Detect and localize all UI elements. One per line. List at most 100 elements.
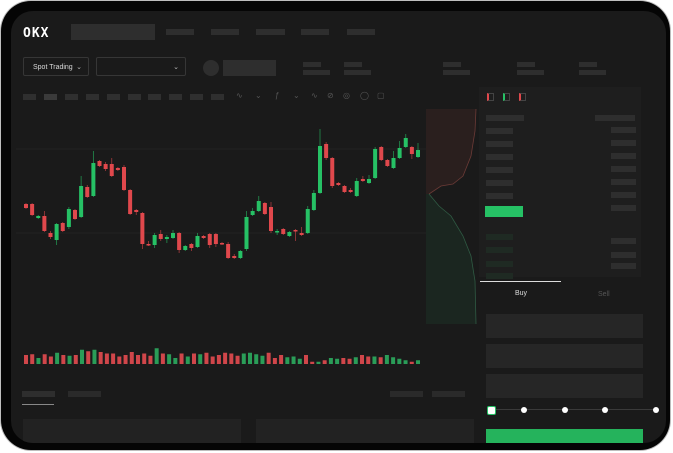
timeframe-button[interactable] [86, 94, 99, 100]
candle[interactable] [250, 211, 255, 215]
timeframe-button[interactable] [169, 94, 182, 100]
candle[interactable] [391, 158, 396, 168]
candle[interactable] [42, 216, 47, 231]
candle[interactable] [36, 216, 41, 218]
candle[interactable] [269, 207, 273, 231]
orderbook-asks-icon[interactable] [519, 93, 526, 101]
tab-sell[interactable]: Sell [598, 291, 610, 298]
draw-line-icon[interactable]: ∿ [311, 91, 318, 100]
bottom-action-1[interactable] [390, 391, 423, 397]
candle[interactable] [348, 190, 353, 192]
candle[interactable] [134, 210, 139, 212]
candle[interactable] [342, 186, 347, 192]
candle[interactable] [305, 209, 310, 233]
bottom-tab-2[interactable] [68, 391, 101, 397]
chevron-down-icon[interactable]: ⌄ [293, 91, 300, 100]
timeframe-button[interactable] [128, 94, 141, 100]
timeframe-button[interactable] [23, 94, 36, 100]
candle[interactable] [409, 147, 414, 154]
candle[interactable] [91, 163, 96, 196]
candle[interactable] [318, 146, 322, 193]
candle[interactable] [293, 230, 298, 232]
candle[interactable] [24, 204, 28, 208]
candle[interactable] [281, 229, 286, 234]
timeframe-button[interactable] [148, 94, 161, 100]
orderbook-bids-icon[interactable] [503, 93, 510, 101]
candle[interactable] [330, 158, 335, 186]
candle[interactable] [354, 181, 359, 196]
amount-input[interactable] [486, 344, 643, 368]
candle[interactable] [226, 244, 231, 258]
candle[interactable] [220, 243, 224, 245]
candle[interactable] [189, 244, 194, 248]
candle[interactable] [97, 161, 102, 166]
tab-buy[interactable]: Buy [515, 290, 528, 297]
trading-mode-dropdown[interactable]: Spot Trading ⌄ [23, 57, 89, 76]
candle[interactable] [275, 231, 280, 233]
timeframe-button[interactable] [65, 94, 78, 100]
buy-submit-button[interactable] [486, 429, 643, 443]
candle[interactable] [152, 235, 157, 245]
nav-item-3[interactable] [256, 29, 285, 35]
slider-stop-100[interactable] [653, 407, 659, 413]
candle[interactable] [336, 183, 341, 185]
bottom-tab-1[interactable] [22, 391, 55, 397]
settings-icon[interactable]: ◯ [360, 91, 369, 100]
candle[interactable] [324, 144, 329, 158]
nav-item-4[interactable] [301, 29, 329, 35]
candle[interactable] [146, 244, 151, 246]
candle[interactable] [164, 237, 169, 239]
candle[interactable] [66, 209, 71, 227]
candle[interactable] [311, 193, 316, 210]
nav-item-2[interactable] [211, 29, 239, 35]
candle[interactable] [379, 147, 384, 160]
candle[interactable] [256, 201, 261, 211]
slider-stop-25[interactable] [521, 407, 527, 413]
candle[interactable] [122, 167, 126, 190]
indicator-icon[interactable]: ƒ [275, 91, 280, 100]
slider-stop-75[interactable] [602, 407, 608, 413]
slider-handle[interactable] [487, 406, 496, 415]
candle[interactable] [183, 246, 188, 250]
candle[interactable] [158, 234, 163, 239]
slider-stop-50[interactable] [562, 407, 568, 413]
candle[interactable] [367, 179, 371, 183]
candlestick-chart[interactable] [11, 11, 666, 443]
candle[interactable] [109, 164, 114, 176]
candle[interactable] [201, 236, 206, 238]
pair-selector-dropdown[interactable]: ⌄ [96, 57, 186, 76]
candle[interactable] [244, 217, 249, 249]
candle[interactable] [48, 233, 53, 237]
price-input[interactable] [486, 314, 643, 338]
candle[interactable] [416, 150, 420, 157]
candle[interactable] [262, 203, 267, 214]
nav-item-5[interactable] [347, 29, 375, 35]
chevron-down-icon[interactable]: ⌄ [255, 91, 262, 100]
candle[interactable] [195, 236, 200, 247]
candle[interactable] [373, 149, 378, 178]
timeframe-button[interactable] [190, 94, 203, 100]
timeframe-button-active[interactable] [44, 94, 57, 100]
okx-logo[interactable]: OKX [23, 26, 50, 41]
candle[interactable] [128, 190, 133, 214]
candle[interactable] [60, 223, 65, 231]
candle[interactable] [403, 138, 408, 147]
search-bar-skeleton[interactable] [71, 24, 155, 40]
candle[interactable] [73, 210, 77, 219]
candle[interactable] [85, 187, 90, 197]
candle[interactable] [54, 224, 59, 240]
indicator-icon[interactable]: ∿ [236, 91, 243, 100]
fullscreen-icon[interactable]: ▢ [377, 91, 385, 100]
candle[interactable] [30, 204, 35, 215]
bottom-action-2[interactable] [432, 391, 465, 397]
candle[interactable] [213, 234, 218, 244]
candle[interactable] [207, 234, 212, 245]
candle[interactable] [385, 160, 390, 166]
candle[interactable] [299, 233, 304, 235]
candle[interactable] [232, 256, 237, 258]
total-input[interactable] [486, 374, 643, 398]
ruler-icon[interactable]: ⊘ [327, 91, 334, 100]
candle[interactable] [115, 168, 120, 170]
camera-icon[interactable]: ◎ [343, 91, 350, 100]
candle[interactable] [171, 233, 175, 238]
